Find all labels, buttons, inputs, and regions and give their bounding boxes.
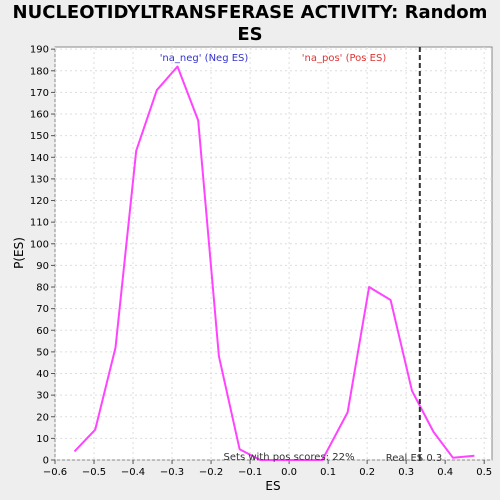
plot-area — [54, 46, 493, 461]
axes: 0 10 20 30 40 50 60 70 80 90 100 110 120 130 140 150 160… — [30, 45, 492, 478]
y-tick-label: 80 — [36, 283, 49, 294]
y-tick-label: 130 — [30, 174, 49, 185]
y-tick-label: 10 — [36, 434, 49, 445]
y-tick-label: 100 — [30, 239, 49, 250]
y-tick-label: 110 — [30, 218, 49, 229]
grid — [54, 47, 492, 461]
annotations: 'na_neg' (Neg ES) 'na_pos' (Pos ES) Sets w… — [160, 53, 443, 464]
y-tick-label: 40 — [36, 369, 49, 380]
y-axis-title: P(ES) — [12, 237, 26, 269]
x-tick-label: 0.2 — [359, 467, 375, 478]
y-tick-label: 60 — [36, 326, 49, 337]
x-tick-label: 0.3 — [398, 467, 414, 478]
y-tick-label: 30 — [36, 391, 49, 402]
x-tick-label: 0.4 — [437, 467, 453, 478]
y-tick-label: 50 — [36, 347, 49, 358]
y-tick-label: 160 — [30, 110, 49, 121]
pos-scores-label: Sets with pos scores: 22% — [224, 452, 355, 463]
x-axis-title: ES — [265, 479, 280, 493]
x-tick-label: −0.1 — [238, 467, 262, 478]
neg-es-label: 'na_neg' (Neg ES) — [160, 53, 249, 64]
y-tick-label: 90 — [36, 261, 49, 272]
y-tick-label: 180 — [30, 66, 49, 77]
y-tick-label: 190 — [30, 45, 49, 56]
y-tick-label: 0 — [43, 456, 49, 467]
y-tick-label: 120 — [30, 196, 49, 207]
series-line — [73, 65, 475, 461]
chart-title-line-1: NUCLEOTIDYLTRANSFERASE ACTIVITY: Random … — [12, 2, 488, 45]
x-tick-label: 0.0 — [281, 467, 297, 478]
series-group — [73, 47, 475, 461]
y-tick-label: 150 — [30, 131, 49, 142]
real-es-label: Real ES 0.3 — [386, 453, 442, 464]
x-tick-label: −0.3 — [160, 467, 184, 478]
x-tick-label: −0.2 — [199, 467, 223, 478]
y-tick-label: 70 — [36, 304, 49, 315]
x-tick-label: −0.5 — [82, 467, 106, 478]
x-tick-label: −0.4 — [121, 467, 145, 478]
x-tick-label: 0.5 — [476, 467, 492, 478]
y-tick-label: 20 — [36, 412, 49, 423]
y-tick-label: 140 — [30, 153, 49, 164]
x-tick-label: −0.6 — [43, 467, 67, 478]
pos-es-label: 'na_pos' (Pos ES) — [302, 53, 387, 64]
x-tick-label: 0.1 — [320, 467, 336, 478]
y-tick-label: 170 — [30, 88, 49, 99]
